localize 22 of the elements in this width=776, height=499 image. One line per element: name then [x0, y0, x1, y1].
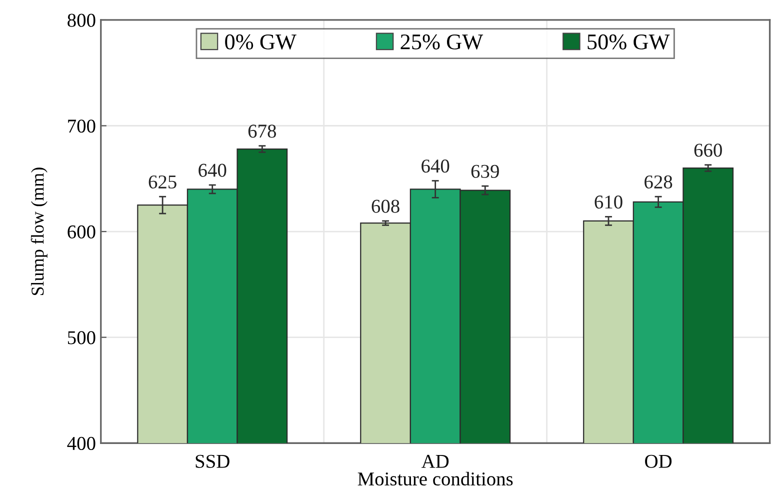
data-label: 640 — [422, 160, 450, 173]
y-tick-label: 600 — [68, 225, 96, 238]
legend-label: 25% GW — [400, 34, 484, 50]
x-tick-label: OD — [645, 454, 672, 468]
data-label: 678 — [248, 124, 276, 138]
data-label: 625 — [148, 175, 176, 189]
x-axis-title: Moisture conditions — [358, 472, 513, 486]
y-axis-title: Slump flow (mm) — [30, 168, 48, 296]
data-label: 639 — [471, 164, 499, 178]
y-tick-label: 400 — [67, 436, 96, 450]
data-label: 660 — [694, 144, 722, 157]
y-tick-label: 500 — [68, 331, 96, 344]
legend-label: 50% GW — [588, 34, 670, 50]
data-label: 640 — [198, 164, 226, 177]
x-tick-label: AD — [421, 454, 449, 468]
data-label: 608 — [372, 200, 400, 213]
x-tick-label: SSD — [196, 454, 230, 468]
data-label: 628 — [644, 175, 672, 189]
y-tick-label: 700 — [68, 120, 96, 133]
legend-label: 0% GW — [225, 34, 296, 50]
y-tick-label: 800 — [68, 14, 96, 27]
data-label: 610 — [594, 195, 622, 209]
